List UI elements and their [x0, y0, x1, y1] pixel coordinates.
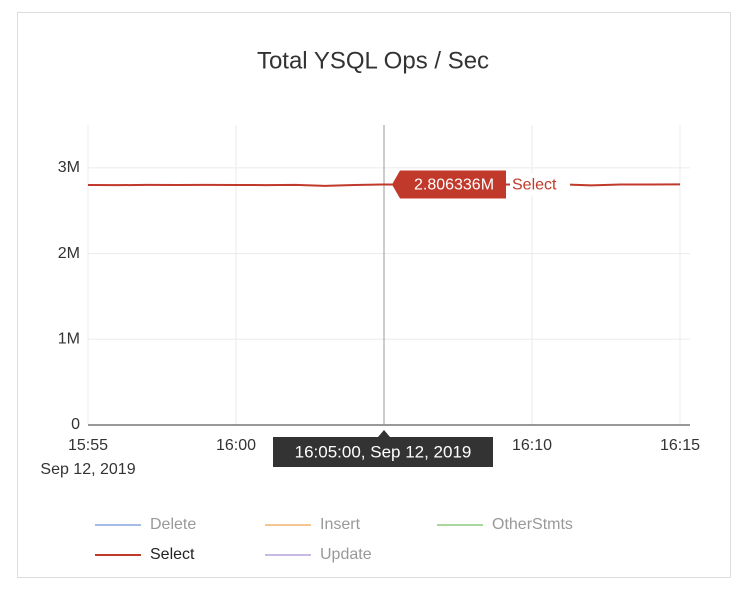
panel	[17, 12, 731, 578]
value-tooltip: 2.806336M Select	[392, 170, 570, 199]
legend-item[interactable]: Update	[265, 546, 372, 563]
y-tick-label: 0	[71, 416, 80, 433]
x-tick-label: 16:15	[660, 437, 700, 454]
tooltip-box	[392, 170, 506, 199]
legend-label: Update	[320, 546, 372, 563]
chart-title: Total YSQL Ops / Sec	[257, 47, 489, 74]
x-date-label: Sep 12, 2019	[40, 461, 135, 478]
tooltip-value: 2.806336M	[414, 177, 494, 194]
legend-label: OtherStmts	[492, 516, 573, 533]
tooltip-box	[273, 430, 493, 467]
tooltip-x: 16:05:00, Sep 12, 2019	[295, 442, 472, 461]
tooltip-series: Select	[512, 177, 557, 194]
x-tick-label: 16:10	[512, 437, 552, 454]
legend-label: Delete	[150, 516, 196, 533]
x-tooltip: 16:05:00, Sep 12, 2019	[273, 430, 493, 467]
y-tick-label: 2M	[58, 245, 80, 262]
legend-item[interactable]: Delete	[95, 516, 196, 533]
y-tick-label: 3M	[58, 159, 80, 176]
x-tick-label: 16:00	[216, 437, 256, 454]
x-tick-label: 15:55	[68, 437, 108, 454]
legend-item[interactable]: Insert	[265, 516, 361, 533]
legend-label: Insert	[320, 516, 361, 533]
legend-item[interactable]: OtherStmts	[437, 516, 573, 533]
legend-item[interactable]: Select	[95, 546, 195, 563]
label-bg	[510, 173, 570, 196]
line-series	[87, 183, 681, 187]
legend-label: Select	[150, 546, 195, 563]
y-tick-label: 1M	[58, 331, 80, 348]
